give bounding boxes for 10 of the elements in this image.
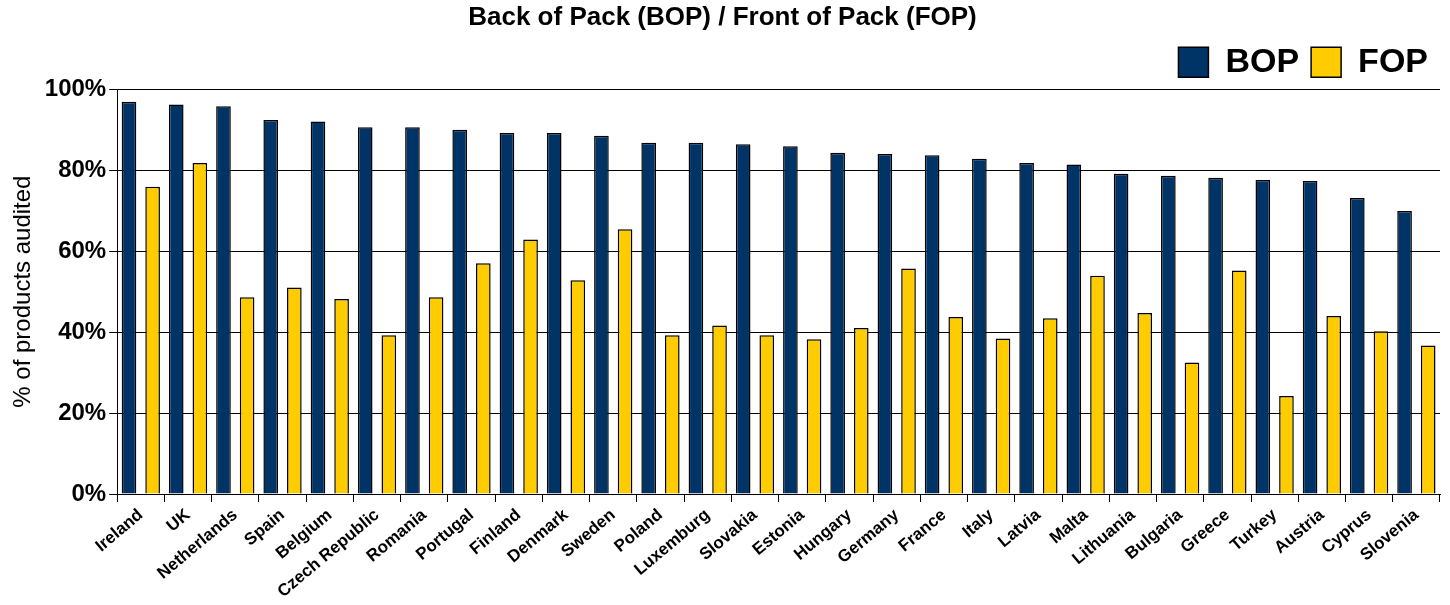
chart-title: Back of Pack (BOP) / Front of Pack (FOP) xyxy=(468,0,977,31)
y-tick-label: 60% xyxy=(58,235,107,263)
y-axis-title: % of products audited xyxy=(8,175,36,408)
legend-label: FOP xyxy=(1358,40,1429,79)
y-tick-label: 20% xyxy=(58,397,107,425)
y-tick-label: 100% xyxy=(44,73,107,101)
y-tick-label: 0% xyxy=(71,478,107,506)
y-tick-label: 80% xyxy=(58,154,107,182)
y-tick-label: 40% xyxy=(58,316,107,344)
legend-label: BOP xyxy=(1225,40,1300,79)
